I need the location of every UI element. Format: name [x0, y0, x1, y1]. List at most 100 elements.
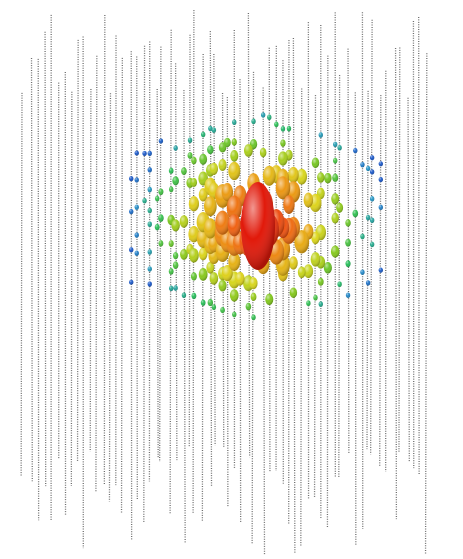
hit-shading [230, 289, 239, 301]
detector-string [32, 58, 33, 481]
hit-shading [142, 151, 146, 156]
hit-shading [199, 154, 207, 165]
hit-shading [228, 162, 240, 180]
hit-shading [135, 204, 139, 209]
hit-shading [352, 210, 358, 218]
detector-string [45, 32, 46, 486]
hit-shading [345, 219, 350, 227]
hit-shading [246, 303, 252, 311]
hit-shading [169, 268, 174, 274]
hit-shading [298, 266, 306, 278]
hit-shading [379, 268, 383, 273]
hit-shading [366, 215, 370, 221]
hit-shading [251, 293, 257, 301]
hit-shading [188, 152, 193, 159]
hit-shading [201, 132, 205, 138]
hit-shading [199, 268, 208, 281]
hit-shading [182, 292, 186, 298]
hit-shading [173, 285, 177, 291]
detector-string [371, 20, 372, 455]
hit-shading [312, 157, 320, 168]
hit-shading [135, 251, 139, 256]
hit-shading [181, 167, 187, 175]
hit-shading [311, 252, 321, 266]
hit-shading [333, 142, 337, 148]
hit-shading [129, 280, 133, 285]
hit-shading [169, 168, 174, 174]
hit-shading [129, 176, 133, 181]
hit-shading [180, 215, 189, 227]
hit-shading [346, 292, 350, 297]
detector-string [109, 93, 110, 501]
hit-shading [142, 198, 146, 204]
hit-shading [169, 286, 173, 292]
detector-string [339, 75, 340, 477]
detector-string [96, 56, 97, 492]
detector-string [21, 93, 22, 477]
detector-string [355, 92, 356, 545]
hit-shading [232, 119, 236, 125]
hit-shading [235, 272, 244, 286]
event-display [0, 0, 463, 559]
hit-shading [212, 304, 216, 310]
detector-string [263, 88, 264, 555]
hit-shading [289, 256, 298, 269]
hit-shading [379, 161, 383, 166]
hit-shading [317, 172, 324, 183]
hit-shading [148, 281, 152, 286]
hit-shading [210, 163, 218, 175]
hit-shading [189, 196, 199, 211]
hit-shading [148, 249, 152, 255]
hit-shading [148, 151, 152, 156]
hit-shading [263, 166, 276, 186]
detector-string [426, 53, 427, 554]
hit-shading [370, 169, 374, 174]
hit-shading [278, 151, 288, 165]
hit-shading [370, 217, 374, 223]
hit-shading [135, 177, 139, 182]
hit-shading [265, 294, 273, 305]
hit-shading [201, 300, 206, 306]
hit-shading [188, 137, 192, 143]
detector-string [184, 90, 185, 542]
detector-string [396, 48, 397, 519]
core-shading [241, 182, 275, 270]
hit-shading [249, 277, 257, 289]
hit-shading [173, 145, 177, 151]
detector-string [240, 79, 241, 522]
hit-shading [169, 240, 174, 247]
detector-string [90, 89, 91, 451]
hit-shading [148, 187, 152, 193]
detector-string [227, 97, 228, 507]
hit-shading [313, 295, 317, 301]
hit-shading [360, 234, 364, 240]
hit-shading [148, 167, 152, 172]
hit-shading [370, 196, 374, 202]
hit-shading [370, 242, 374, 248]
detector-string [408, 98, 409, 462]
hit-shading [331, 245, 340, 257]
hit-shading [288, 167, 299, 183]
hit-shading [304, 193, 314, 208]
hit-shading [191, 293, 196, 299]
hit-shading [230, 150, 238, 162]
hit-shading [324, 173, 331, 184]
hit-shading [370, 155, 374, 160]
hit-shading [331, 213, 338, 224]
hit-shading [191, 178, 197, 187]
hit-shading [189, 248, 199, 262]
detector-string [348, 49, 349, 454]
detector-string [189, 35, 190, 446]
detector-string [380, 95, 381, 466]
detector-string [157, 89, 158, 457]
hit-shading [169, 186, 173, 192]
hit-shading [353, 148, 357, 153]
detector-string [202, 54, 203, 521]
hit-shading [171, 219, 179, 231]
hit-shading [379, 205, 383, 210]
hit-shading [319, 132, 323, 138]
detector-string [301, 88, 302, 546]
hit-shading [336, 203, 343, 213]
detector-string [367, 91, 368, 449]
hit-shading [173, 252, 178, 259]
